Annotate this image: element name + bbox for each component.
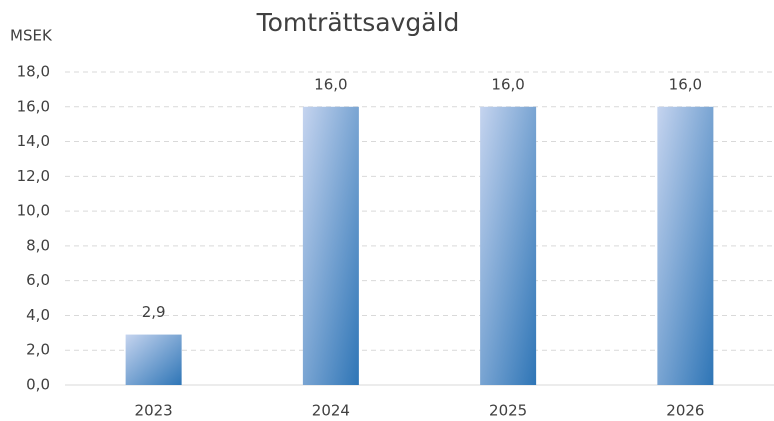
y-tick-label: 14,0 [17, 132, 50, 150]
y-axis-label: MSEK [10, 27, 53, 45]
y-tick-label: 0,0 [26, 376, 50, 394]
data-label: 16,0 [669, 75, 702, 93]
data-label: 16,0 [314, 75, 347, 93]
bar [302, 106, 359, 386]
bar [657, 106, 714, 386]
x-tick-label: 2024 [312, 402, 350, 420]
data-label: 16,0 [491, 75, 524, 93]
x-tick-label: 2026 [666, 402, 704, 420]
y-tick-label: 12,0 [17, 167, 50, 185]
x-tick-label: 2023 [135, 402, 173, 420]
x-tick-label: 2025 [489, 402, 527, 420]
y-tick-label: 8,0 [26, 236, 50, 254]
y-tick-label: 18,0 [17, 63, 50, 81]
y-tick-label: 2,0 [26, 341, 50, 359]
bar [480, 106, 537, 386]
data-label: 2,9 [142, 303, 166, 321]
y-tick-label: 4,0 [26, 306, 50, 324]
y-tick-label: 10,0 [17, 202, 50, 220]
y-tick-label: 6,0 [26, 271, 50, 289]
y-tick-label: 16,0 [17, 97, 50, 115]
chart-title: Tomträttsavgäld [256, 8, 460, 37]
bar [125, 334, 182, 385]
